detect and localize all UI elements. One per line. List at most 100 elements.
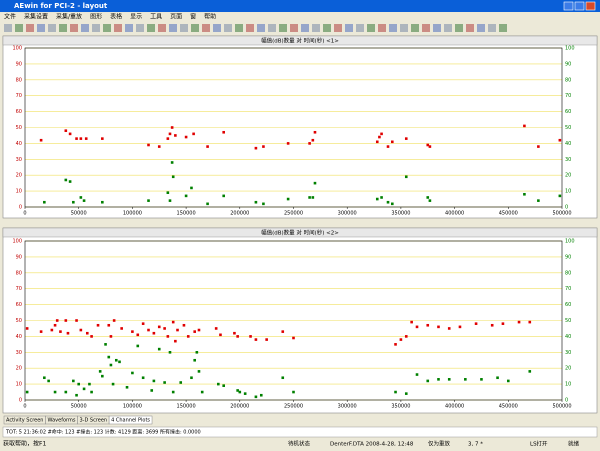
point [428,145,432,148]
menu-item[interactable]: 页面 [170,14,182,21]
point [311,196,315,199]
point [501,322,505,325]
tool-button[interactable] [301,24,309,32]
y-tick-label: 20 [16,173,22,179]
y-tick-label: 100 [12,239,22,245]
tool-button[interactable] [257,24,265,32]
point [243,392,247,395]
tool-button[interactable] [312,24,320,32]
tab-label[interactable]: 3-D Screen [79,418,107,424]
tool-button[interactable] [400,24,408,32]
tool-button[interactable] [323,24,331,32]
menu-item[interactable]: 采集设置 [24,13,48,21]
tool-button[interactable] [136,24,144,32]
tool-button[interactable] [367,24,375,32]
tool-button[interactable] [334,24,342,32]
tool-button[interactable] [246,24,254,32]
tool-button[interactable] [224,24,232,32]
y-tick-label: 100 [12,46,22,52]
tool-button[interactable] [125,24,133,32]
point [262,202,265,206]
tool-button[interactable] [411,24,419,32]
tool-button[interactable] [378,24,386,32]
point [107,355,111,359]
tool-button[interactable] [268,24,276,32]
tool-button[interactable] [499,24,507,32]
tool-button[interactable] [4,24,12,32]
tool-button[interactable] [433,24,441,32]
x-tick-label: 250000 [284,404,303,410]
tool-button[interactable] [466,24,474,32]
tool-button[interactable] [169,24,177,32]
tool-button[interactable] [213,24,221,32]
point [222,384,225,387]
tool-button[interactable] [37,24,45,32]
point [90,335,93,338]
point [98,370,102,373]
tool-button[interactable] [92,24,100,32]
point [114,358,118,362]
minimize[interactable] [563,1,574,11]
point [171,390,175,394]
point [292,336,295,340]
tool-button[interactable] [59,24,67,32]
tab-label[interactable]: Activity Screen [6,418,43,424]
x-tick-label: 200000 [230,211,249,217]
tab-label[interactable]: 4 Channel Plots [111,418,150,424]
tool-button[interactable] [70,24,78,32]
point [166,137,170,140]
tool-button[interactable] [235,24,243,32]
maximize[interactable] [574,1,585,11]
tool-button[interactable] [158,24,166,32]
close[interactable] [585,1,596,11]
menu-item[interactable]: 工具 [150,14,162,21]
menu-item[interactable]: 采集/重放 [56,13,82,21]
point [166,335,170,338]
point [286,142,290,145]
menu-item[interactable]: 图形 [90,13,102,21]
tool-button[interactable] [180,24,188,32]
menu-item[interactable]: 窗 [190,13,196,21]
tool-button[interactable] [345,24,353,32]
point [182,323,186,327]
y-tick-label: 60 [16,302,22,308]
tool-button[interactable] [103,24,111,32]
tool-button[interactable] [114,24,122,32]
tool-button[interactable] [147,24,155,32]
menu-item[interactable]: 帮助 [204,13,216,21]
tab-label[interactable]: Waveforms [47,418,75,424]
y-tick-label: 60 [16,109,22,115]
tool-button[interactable] [444,24,452,32]
point [217,382,220,386]
menu-item[interactable]: 表格 [110,13,122,21]
tool-button[interactable] [81,24,89,32]
tool-button[interactable] [48,24,56,32]
tool-button[interactable] [191,24,199,32]
point [265,338,268,341]
tool-button[interactable] [488,24,496,32]
x-tick-label: 300000 [338,404,357,410]
tool-button[interactable] [15,24,23,32]
point [25,327,29,330]
point [109,363,113,367]
point [380,132,383,136]
tool-button[interactable] [422,24,430,32]
tab[interactable] [108,415,153,425]
tool-button[interactable] [290,24,298,32]
tabs: Activity Screen Waveforms 3-D Screen 4 Chan… [3,415,153,425]
y-tick-label: 10 [16,189,22,195]
tool-button[interactable] [356,24,364,32]
point [125,385,129,389]
y-tick-label: 30 [16,350,22,356]
tool-button[interactable] [279,24,287,32]
tool-button[interactable] [26,24,34,32]
tool-button[interactable] [202,24,210,32]
tool-button[interactable] [455,24,463,32]
menu-item[interactable]: 显示 [130,14,142,21]
chart-title-bar [2,227,598,238]
point [378,135,381,139]
tool-button[interactable] [389,24,397,32]
y2-tick-label: 10 [565,382,571,388]
tool-button[interactable] [477,24,485,32]
menu-item[interactable]: 文件 [4,13,16,21]
